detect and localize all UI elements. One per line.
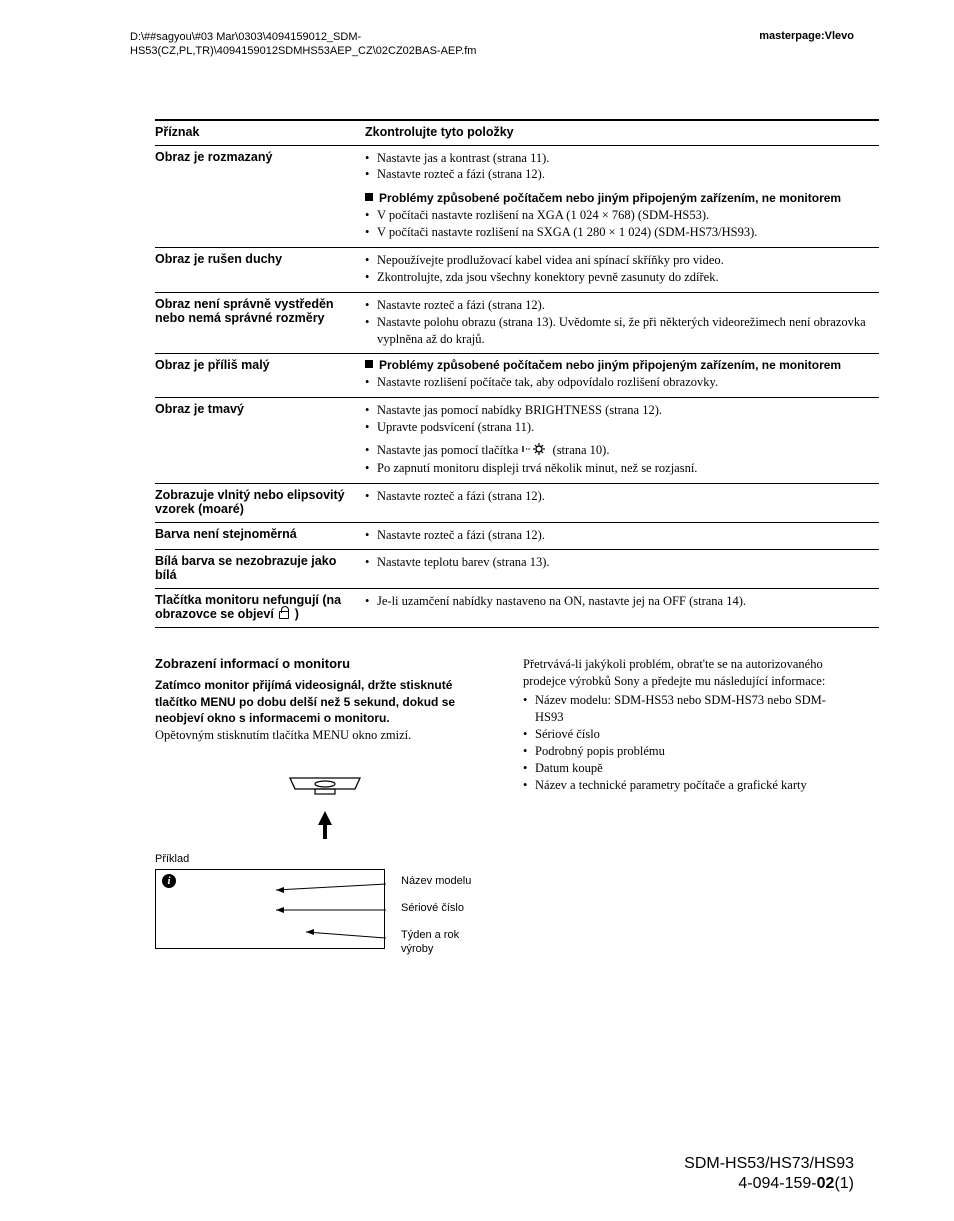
check-item: Upravte podsvícení (strana 11). (365, 419, 873, 436)
check-item: Nastavte teplotu barev (strana 13). (365, 554, 873, 571)
check-item: Nastavte rozlišení počítače tak, aby odp… (365, 374, 873, 391)
table-row: Barva není stejnoměrná Nastavte rozteč a… (155, 522, 879, 550)
brightness-icon (521, 443, 549, 460)
check-item: Po zapnutí monitoru displeji trvá několi… (365, 460, 873, 477)
label-week: Týden a rok výroby (397, 929, 477, 955)
table-row: Bílá barva se nezobrazuje jako bílá Nast… (155, 550, 879, 589)
check-item: Nastavte jas pomocí nabídky BRIGHTNESS (… (365, 402, 873, 419)
arrow-up-icon (318, 811, 332, 825)
info-plain-text: Opětovným stisknutím tlačítka MENU okno … (155, 728, 495, 743)
symptom-text: ) (295, 607, 299, 621)
info-window: i (155, 869, 385, 949)
contact-item: Sériové číslo (523, 726, 854, 743)
check-item: Nastavte jas a kontrast (strana 11). (365, 150, 873, 167)
check-text: Nastavte jas pomocí tlačítka (377, 443, 521, 457)
footer-seg: 4-094-159- (738, 1175, 816, 1192)
check-item: Nastavte rozteč a fázi (strana 12). (365, 297, 873, 314)
diagram: Příklad i Název modelu Sériové číslo (155, 773, 495, 956)
lead-labels: Název modelu Sériové číslo Týden a rok v… (397, 869, 477, 956)
info-bold-text: Zatímco monitor přijímá videosignál, drž… (155, 677, 495, 726)
symptom-cell: Obraz není správně vystředěn nebo nemá s… (155, 292, 365, 354)
masterpage-label: masterpage:Vlevo (759, 30, 854, 42)
symptom-cell: Obraz je příliš malý (155, 354, 365, 398)
label-model: Název modelu (397, 875, 477, 888)
footer-model: SDM-HS53/HS73/HS93 (684, 1155, 854, 1173)
label-serial: Sériové číslo (397, 902, 477, 915)
contact-item: Název modelu: SDM-HS53 nebo SDM-HS73 neb… (523, 692, 854, 726)
check-item: V počítači nastavte rozlišení na XGA (1 … (365, 207, 873, 224)
table-row: Obraz je rozmazaný Nastavte jas a kontra… (155, 145, 879, 248)
check-cell: Nastavte jas pomocí nabídky BRIGHTNESS (… (365, 398, 879, 483)
contact-item: Podrobný popis problému (523, 743, 854, 760)
contact-item: Název a technické parametry počítače a g… (523, 777, 854, 794)
file-path: D:\##sagyou\#03 Mar\0303\4094159012_SDM-… (130, 30, 530, 59)
page-header: D:\##sagyou\#03 Mar\0303\4094159012_SDM-… (130, 30, 854, 59)
check-cell: Nastavte teplotu barev (strana 13). (365, 550, 879, 589)
contact-item: Datum koupě (523, 760, 854, 777)
col-symptom: Příznak (155, 120, 365, 146)
check-item: Nastavte rozteč a fázi (strana 12). (365, 166, 873, 183)
footer-seg: (1) (834, 1175, 854, 1192)
check-cell: Je-li uzamčení nabídky nastaveno na ON, … (365, 589, 879, 628)
sub-heading: Problémy způsobené počítačem nebo jiným … (365, 358, 873, 372)
symptom-cell: Tlačítka monitoru nefungují (na obrazovc… (155, 589, 365, 628)
check-text: (strana 10). (553, 443, 610, 457)
check-item: Je-li uzamčení nabídky nastaveno na ON, … (365, 593, 873, 610)
table-row: Obraz je rušen duchy Nepoužívejte prodlu… (155, 248, 879, 293)
check-cell: Nastavte jas a kontrast (strana 11). Nas… (365, 145, 879, 248)
footer-docnum: 4-094-159-02(1) (684, 1175, 854, 1193)
symptom-cell: Barva není stejnoměrná (155, 522, 365, 550)
table-row: Tlačítka monitoru nefungují (na obrazovc… (155, 589, 879, 628)
table-row: Obraz je tmavý Nastavte jas pomocí nabíd… (155, 398, 879, 483)
lead-lines-icon (156, 870, 386, 950)
table-row: Obraz není správně vystředěn nebo nemá s… (155, 292, 879, 354)
page-footer: SDM-HS53/HS73/HS93 4-094-159-02(1) (684, 1155, 854, 1193)
monitor-sketch-icon (285, 773, 365, 825)
symptom-cell: Obraz je tmavý (155, 398, 365, 483)
contact-intro: Přetrvává-li jakýkoli problém, obrat'te … (523, 656, 854, 690)
symptom-cell: Bílá barva se nezobrazuje jako bílá (155, 550, 365, 589)
right-column: Přetrvává-li jakýkoli problém, obrat'te … (523, 656, 854, 955)
check-item: Nastavte polohu obrazu (strana 13). Uvěd… (365, 314, 873, 348)
check-item: Nastavte rozteč a fázi (strana 12). (365, 488, 873, 505)
check-item: Nastavte rozteč a fázi (strana 12). (365, 527, 873, 544)
check-cell: Nastavte rozteč a fázi (strana 12). (365, 522, 879, 550)
lock-icon (279, 611, 289, 619)
check-cell: Nastavte rozteč a fázi (strana 12). (365, 483, 879, 522)
troubleshoot-table: Příznak Zkontrolujte tyto položky Obraz … (155, 119, 879, 629)
symptom-cell: Obraz je rozmazaný (155, 145, 365, 248)
example-label: Příklad (155, 853, 495, 865)
check-item: Nastavte jas pomocí tlačítka (365, 442, 873, 460)
left-column: Zobrazení informací o monitoru Zatímco m… (155, 656, 495, 955)
check-cell: Nastavte rozteč a fázi (strana 12). Nast… (365, 292, 879, 354)
check-item: Nepoužívejte prodlužovací kabel videa an… (365, 252, 873, 269)
symptom-text: Tlačítka monitoru nefungují (na obrazovc… (155, 593, 341, 621)
content-columns: Zobrazení informací o monitoru Zatímco m… (155, 656, 854, 955)
check-cell: Problémy způsobené počítačem nebo jiným … (365, 354, 879, 398)
check-item: Zkontrolujte, zda jsou všechny konektory… (365, 269, 873, 286)
check-item: V počítači nastavte rozlišení na SXGA (1… (365, 224, 873, 241)
sub-heading: Problémy způsobené počítačem nebo jiným … (365, 191, 873, 205)
symptom-cell: Obraz je rušen duchy (155, 248, 365, 293)
table-row: Zobrazuje vlnitý nebo elipsovitý vzorek … (155, 483, 879, 522)
symptom-cell: Zobrazuje vlnitý nebo elipsovitý vzorek … (155, 483, 365, 522)
table-row: Obraz je příliš malý Problémy způsobené … (155, 354, 879, 398)
footer-seg-bold: 02 (817, 1175, 835, 1192)
check-cell: Nepoužívejte prodlužovací kabel videa an… (365, 248, 879, 293)
col-check: Zkontrolujte tyto položky (365, 120, 879, 146)
info-title: Zobrazení informací o monitoru (155, 656, 495, 671)
